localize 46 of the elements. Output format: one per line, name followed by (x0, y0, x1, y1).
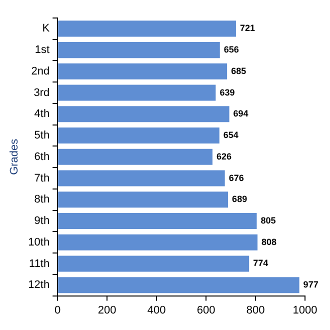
data-label: 805 (260, 215, 276, 226)
bar (58, 20, 236, 37)
bar (58, 148, 212, 165)
data-label: 774 (253, 258, 268, 268)
data-label: 694 (233, 108, 248, 119)
x-tick-label: 1000 (292, 304, 318, 316)
bar (58, 128, 220, 144)
y-tick-label: 7th (34, 172, 50, 184)
data-label: 639 (220, 87, 235, 98)
y-tick-label: 8th (34, 194, 50, 206)
y-tick-label: 10th (28, 236, 50, 248)
y-tick-label: 11th (29, 258, 50, 270)
x-tick-label: 0 (54, 304, 61, 316)
data-label: 656 (224, 44, 239, 55)
bar (58, 84, 216, 101)
y-tick-label: 12th (28, 279, 50, 292)
y-axis-title: Grades (8, 138, 21, 175)
bar (58, 63, 228, 80)
bar (58, 42, 220, 58)
bar (58, 106, 230, 122)
bar (58, 234, 258, 250)
bar (58, 256, 250, 272)
y-tick-label: 3rd (34, 86, 50, 99)
y-tick-label: 1st (34, 44, 50, 56)
data-label: 685 (231, 66, 246, 76)
x-tick-label: 200 (98, 304, 116, 316)
data-label: 808 (262, 236, 277, 247)
y-tick-label: 6th (34, 150, 50, 163)
bar (58, 192, 228, 208)
data-label: 626 (216, 151, 232, 162)
data-label: 977 (303, 280, 318, 290)
bar (58, 212, 257, 230)
x-tick-label: 800 (246, 304, 265, 316)
y-tick-label: K (42, 22, 50, 35)
bar (58, 170, 225, 186)
y-tick-label: 9th (34, 215, 50, 228)
x-tick-label: 600 (196, 304, 216, 316)
y-tick-label: 2nd (31, 65, 50, 78)
data-label: 654 (223, 130, 238, 140)
data-label: 676 (228, 172, 244, 183)
x-tick-label: 400 (147, 304, 166, 316)
data-label: 721 (240, 23, 256, 34)
bar (58, 277, 300, 294)
data-label: 689 (232, 194, 248, 204)
y-tick-label: 4th (34, 108, 50, 120)
y-tick-label: 5th (34, 130, 50, 142)
